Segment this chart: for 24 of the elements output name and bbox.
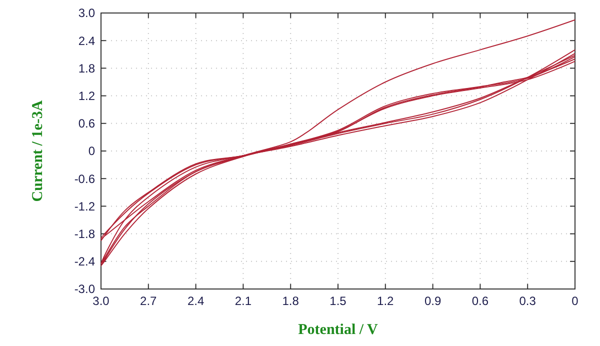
y-tick-label: 0	[88, 144, 96, 158]
y-tick-label: -2.4	[74, 254, 96, 269]
x-tick-label: 2.4	[187, 294, 204, 308]
x-tick-label: 2.7	[140, 294, 158, 308]
x-axis-title: Potential / V	[298, 322, 378, 338]
x-tick-label: 0.6	[472, 294, 489, 308]
x-tick-label: 1.2	[377, 294, 394, 308]
y-tick-label: 1.8	[78, 61, 96, 76]
y-tick-label: 2.4	[78, 34, 96, 48]
x-tick-label: 1.5	[330, 294, 347, 308]
x-tick-label: 0.3	[519, 294, 536, 308]
x-tick-label: 3.0	[92, 294, 110, 308]
x-tick-label: 0.9	[424, 294, 442, 308]
y-axis-title: Current / 1e-3A	[30, 100, 46, 202]
y-tick-label: -1.2	[74, 199, 96, 214]
y-tick-label: 0.6	[78, 116, 96, 131]
y-tick-label: 1.2	[78, 89, 96, 103]
x-tick-label: 2.1	[234, 294, 252, 308]
y-tick-label: -3.0	[74, 282, 96, 296]
y-tick-label: -0.6	[74, 172, 96, 186]
y-tick-label: 3.0	[78, 6, 96, 20]
y-tick-label: -1.8	[74, 227, 96, 241]
x-tick-label: 0	[572, 294, 579, 308]
x-tick-label: 1.8	[282, 294, 300, 308]
